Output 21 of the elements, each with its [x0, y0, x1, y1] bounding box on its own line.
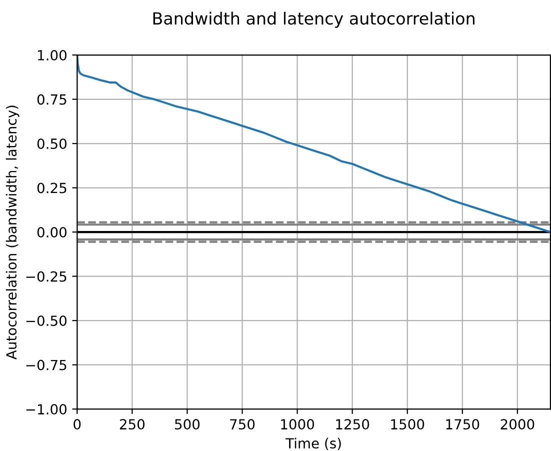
x-tick-label: 1500 [391, 419, 424, 430]
x-tick-label: 500 [175, 419, 200, 430]
x-tick-label: 0 [74, 419, 81, 430]
y-tick-label: −0.75 [26, 360, 66, 370]
x-tick-label: 250 [120, 419, 145, 430]
x-axis-title: Time (s) [286, 438, 341, 450]
x-tick-label: 2000 [500, 419, 534, 430]
x-tick-label: 1250 [336, 419, 370, 430]
x-tick-label: 1000 [281, 419, 314, 430]
y-axis-title: Autocorrelation (bandwidth, latency) [6, 106, 20, 360]
x-tick-label: 1750 [446, 419, 480, 430]
y-tick-label: −0.25 [26, 271, 66, 282]
x-tick-label: 750 [230, 419, 255, 430]
y-tick-label: −0.50 [26, 316, 66, 326]
chart-title: Bandwidth and latency autocorrelation [153, 12, 474, 28]
y-tick-label: 0.25 [37, 182, 66, 194]
y-tick-label: 0.75 [37, 94, 66, 105]
y-tick-label: 0.00 [37, 227, 66, 238]
y-tick-label: −1.00 [26, 404, 66, 415]
y-tick-label: 1.00 [38, 50, 66, 60]
y-tick-label: 0.50 [37, 138, 66, 150]
